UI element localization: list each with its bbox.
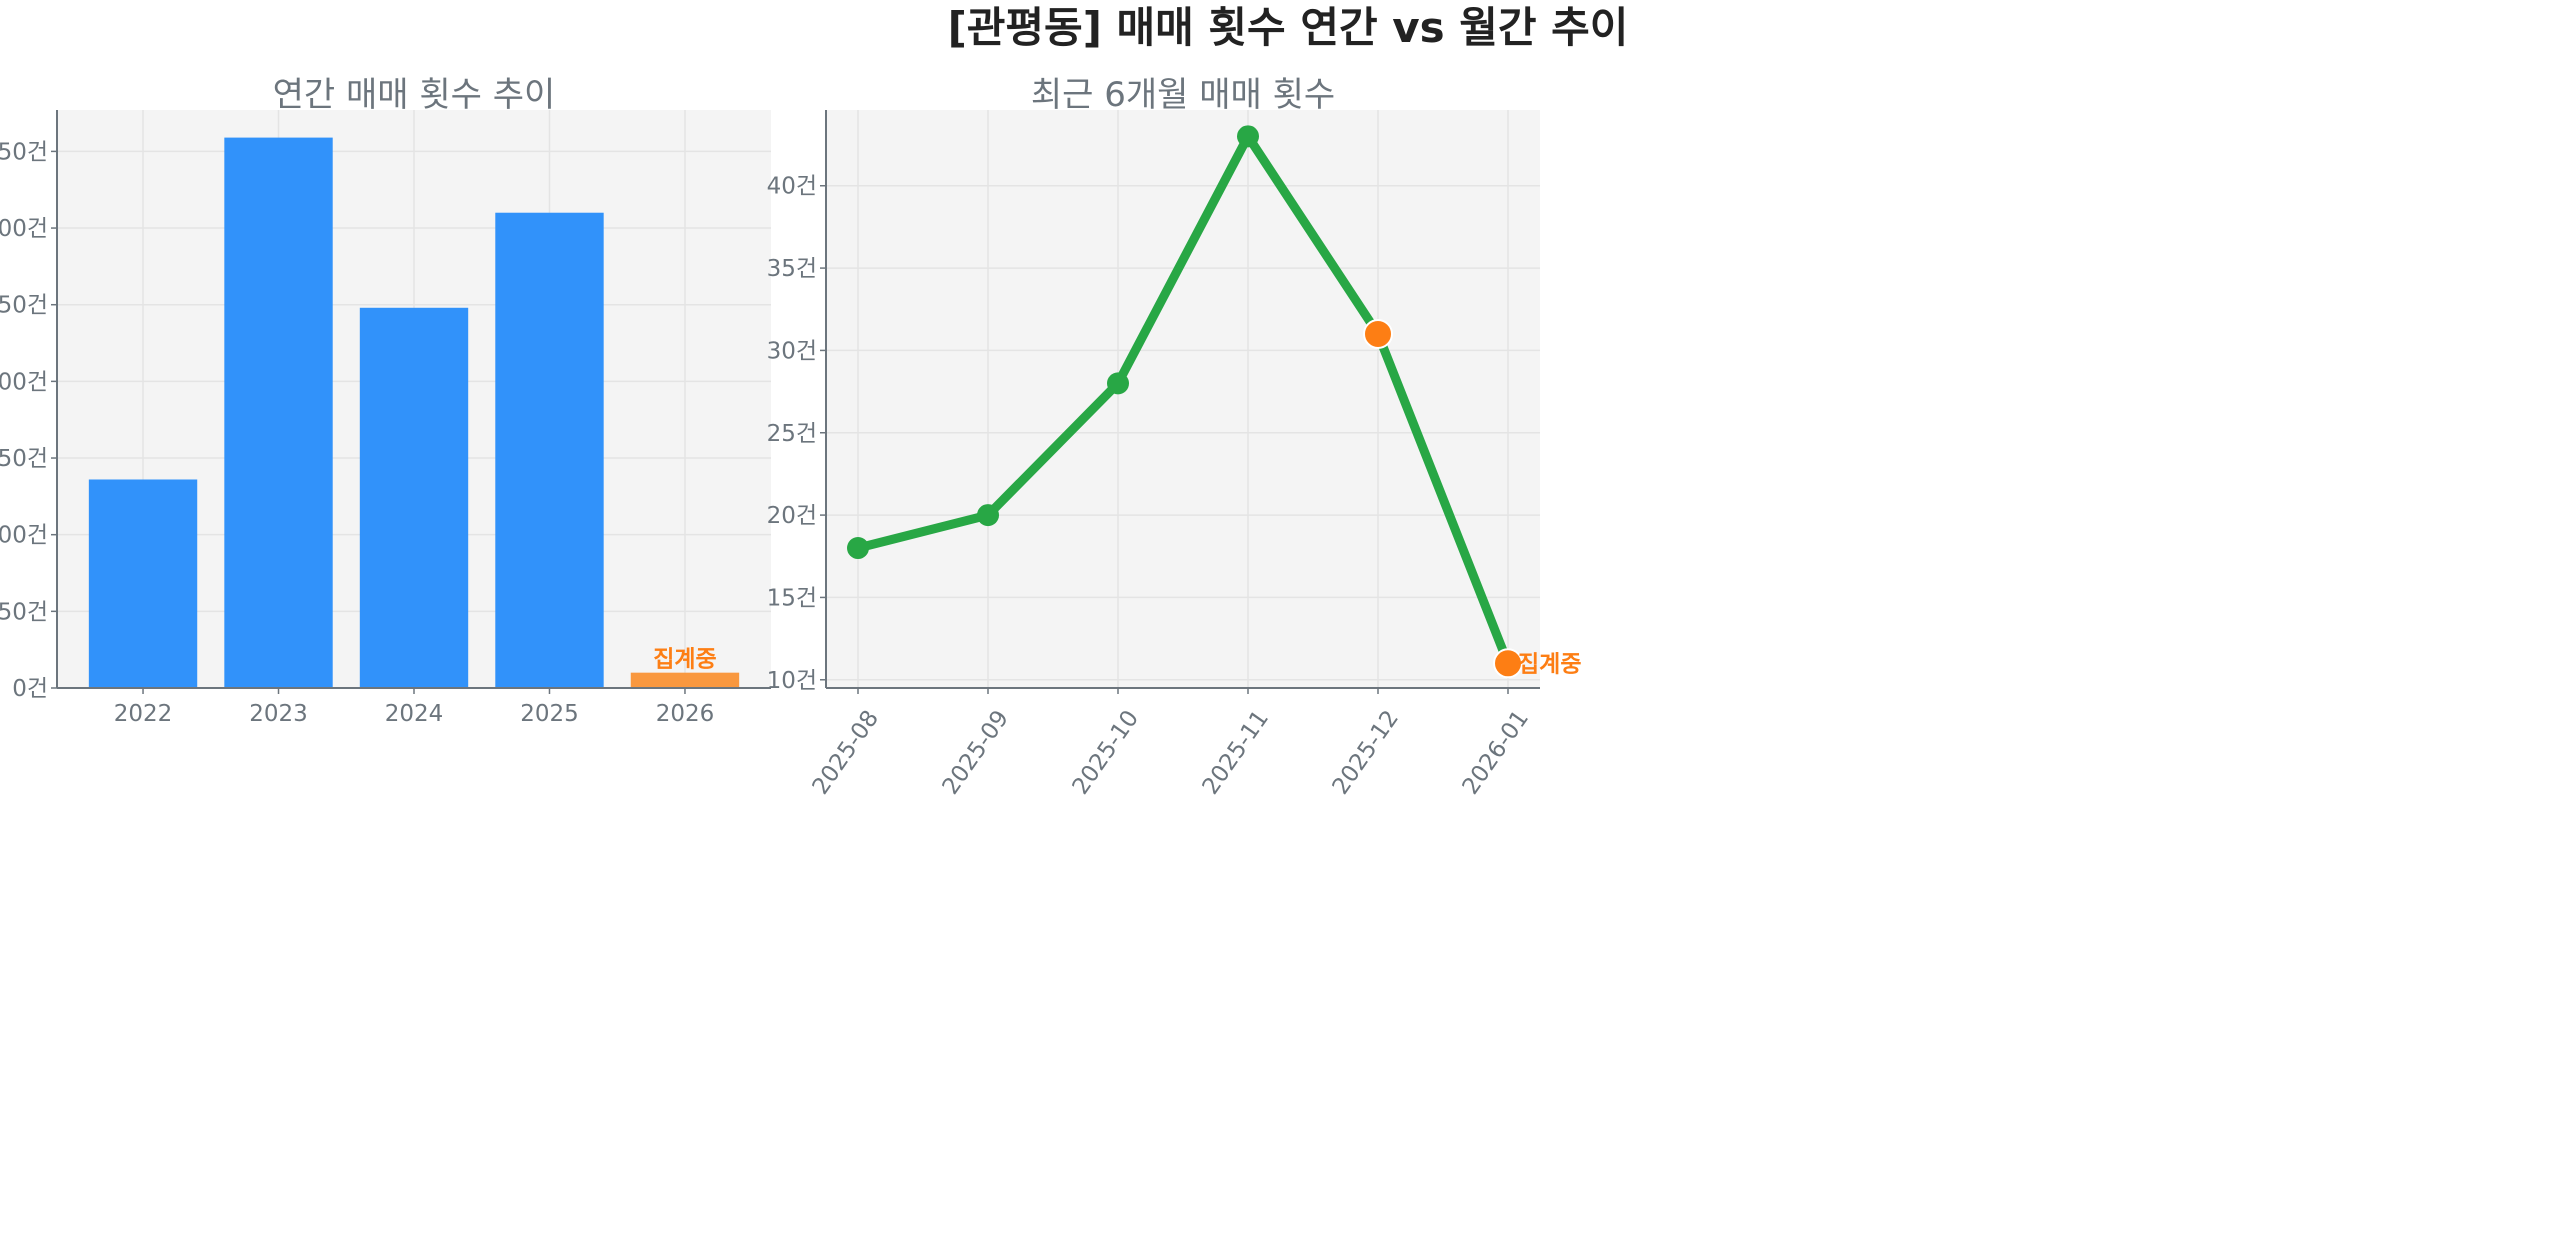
x-tick-label: 2022 <box>114 701 173 727</box>
annual-bar-chart: 연간 매매 횟수 추이 0건 50건 100건 150건 200건 250건 300건 350… <box>0 75 771 727</box>
y-tick-label: 10건 <box>767 668 817 694</box>
y-tick-label: 300건 <box>0 216 48 242</box>
y-tick-label: 0건 <box>12 676 48 702</box>
y-tick-label: 25건 <box>767 421 817 447</box>
x-tick-label: 2025-11 <box>1198 706 1274 800</box>
y-tick-label: 35건 <box>767 256 817 282</box>
y-tick-label: 150건 <box>0 446 48 472</box>
y-tick-label: 50건 <box>0 599 48 625</box>
x-tick-label: 2025-08 <box>808 706 884 800</box>
bar-2026 <box>630 672 740 688</box>
data-point <box>1107 372 1129 395</box>
y-tick-label: 40건 <box>767 174 817 200</box>
annual-chart-title: 연간 매매 횟수 추이 <box>273 75 556 115</box>
y-tick-label: 200건 <box>0 369 48 395</box>
highlight-point <box>1363 318 1393 349</box>
series-line <box>856 131 1513 665</box>
bar-2025 <box>495 212 604 688</box>
x-tick-label: 2026-01 <box>1458 706 1534 800</box>
data-point <box>977 504 999 527</box>
highlight-point <box>1493 648 1523 679</box>
x-tick-label: 2023 <box>249 701 308 727</box>
data-point <box>1237 125 1259 148</box>
monthly-line-chart: 최근 6개월 매매 횟수 10건 15건 20건 25건 30건 35건 40건 2025-0… <box>767 75 1582 799</box>
data-point <box>847 537 869 560</box>
x-tick-label: 2025 <box>520 701 579 727</box>
bar-2024 <box>359 307 469 688</box>
x-tick-label: 2024 <box>385 701 444 727</box>
x-tick-label: 2025-10 <box>1068 706 1144 800</box>
partial-annotation: 집계중 <box>653 647 716 673</box>
plot-background <box>826 110 1540 688</box>
x-tick-label: 2025-09 <box>938 706 1014 800</box>
y-tick-label: 350건 <box>0 139 48 165</box>
x-tick-label: 2026 <box>656 701 715 727</box>
monthly-chart-title: 최근 6개월 매매 횟수 <box>1031 75 1335 115</box>
y-tick-label: 20건 <box>767 503 817 529</box>
y-tick-label: 15건 <box>767 585 817 611</box>
x-tick-label: 2025-12 <box>1328 706 1404 800</box>
bar-2022 <box>88 479 198 688</box>
y-tick-label: 100건 <box>0 523 48 549</box>
y-tick-label: 250건 <box>0 293 48 319</box>
figure-title: [관평동] 매매 횟수 연간 vs 월간 추이 <box>948 3 1629 52</box>
y-tick-label: 30건 <box>767 338 817 364</box>
bar-2023 <box>224 137 333 689</box>
partial-annotation: 집계중 <box>1518 651 1581 677</box>
